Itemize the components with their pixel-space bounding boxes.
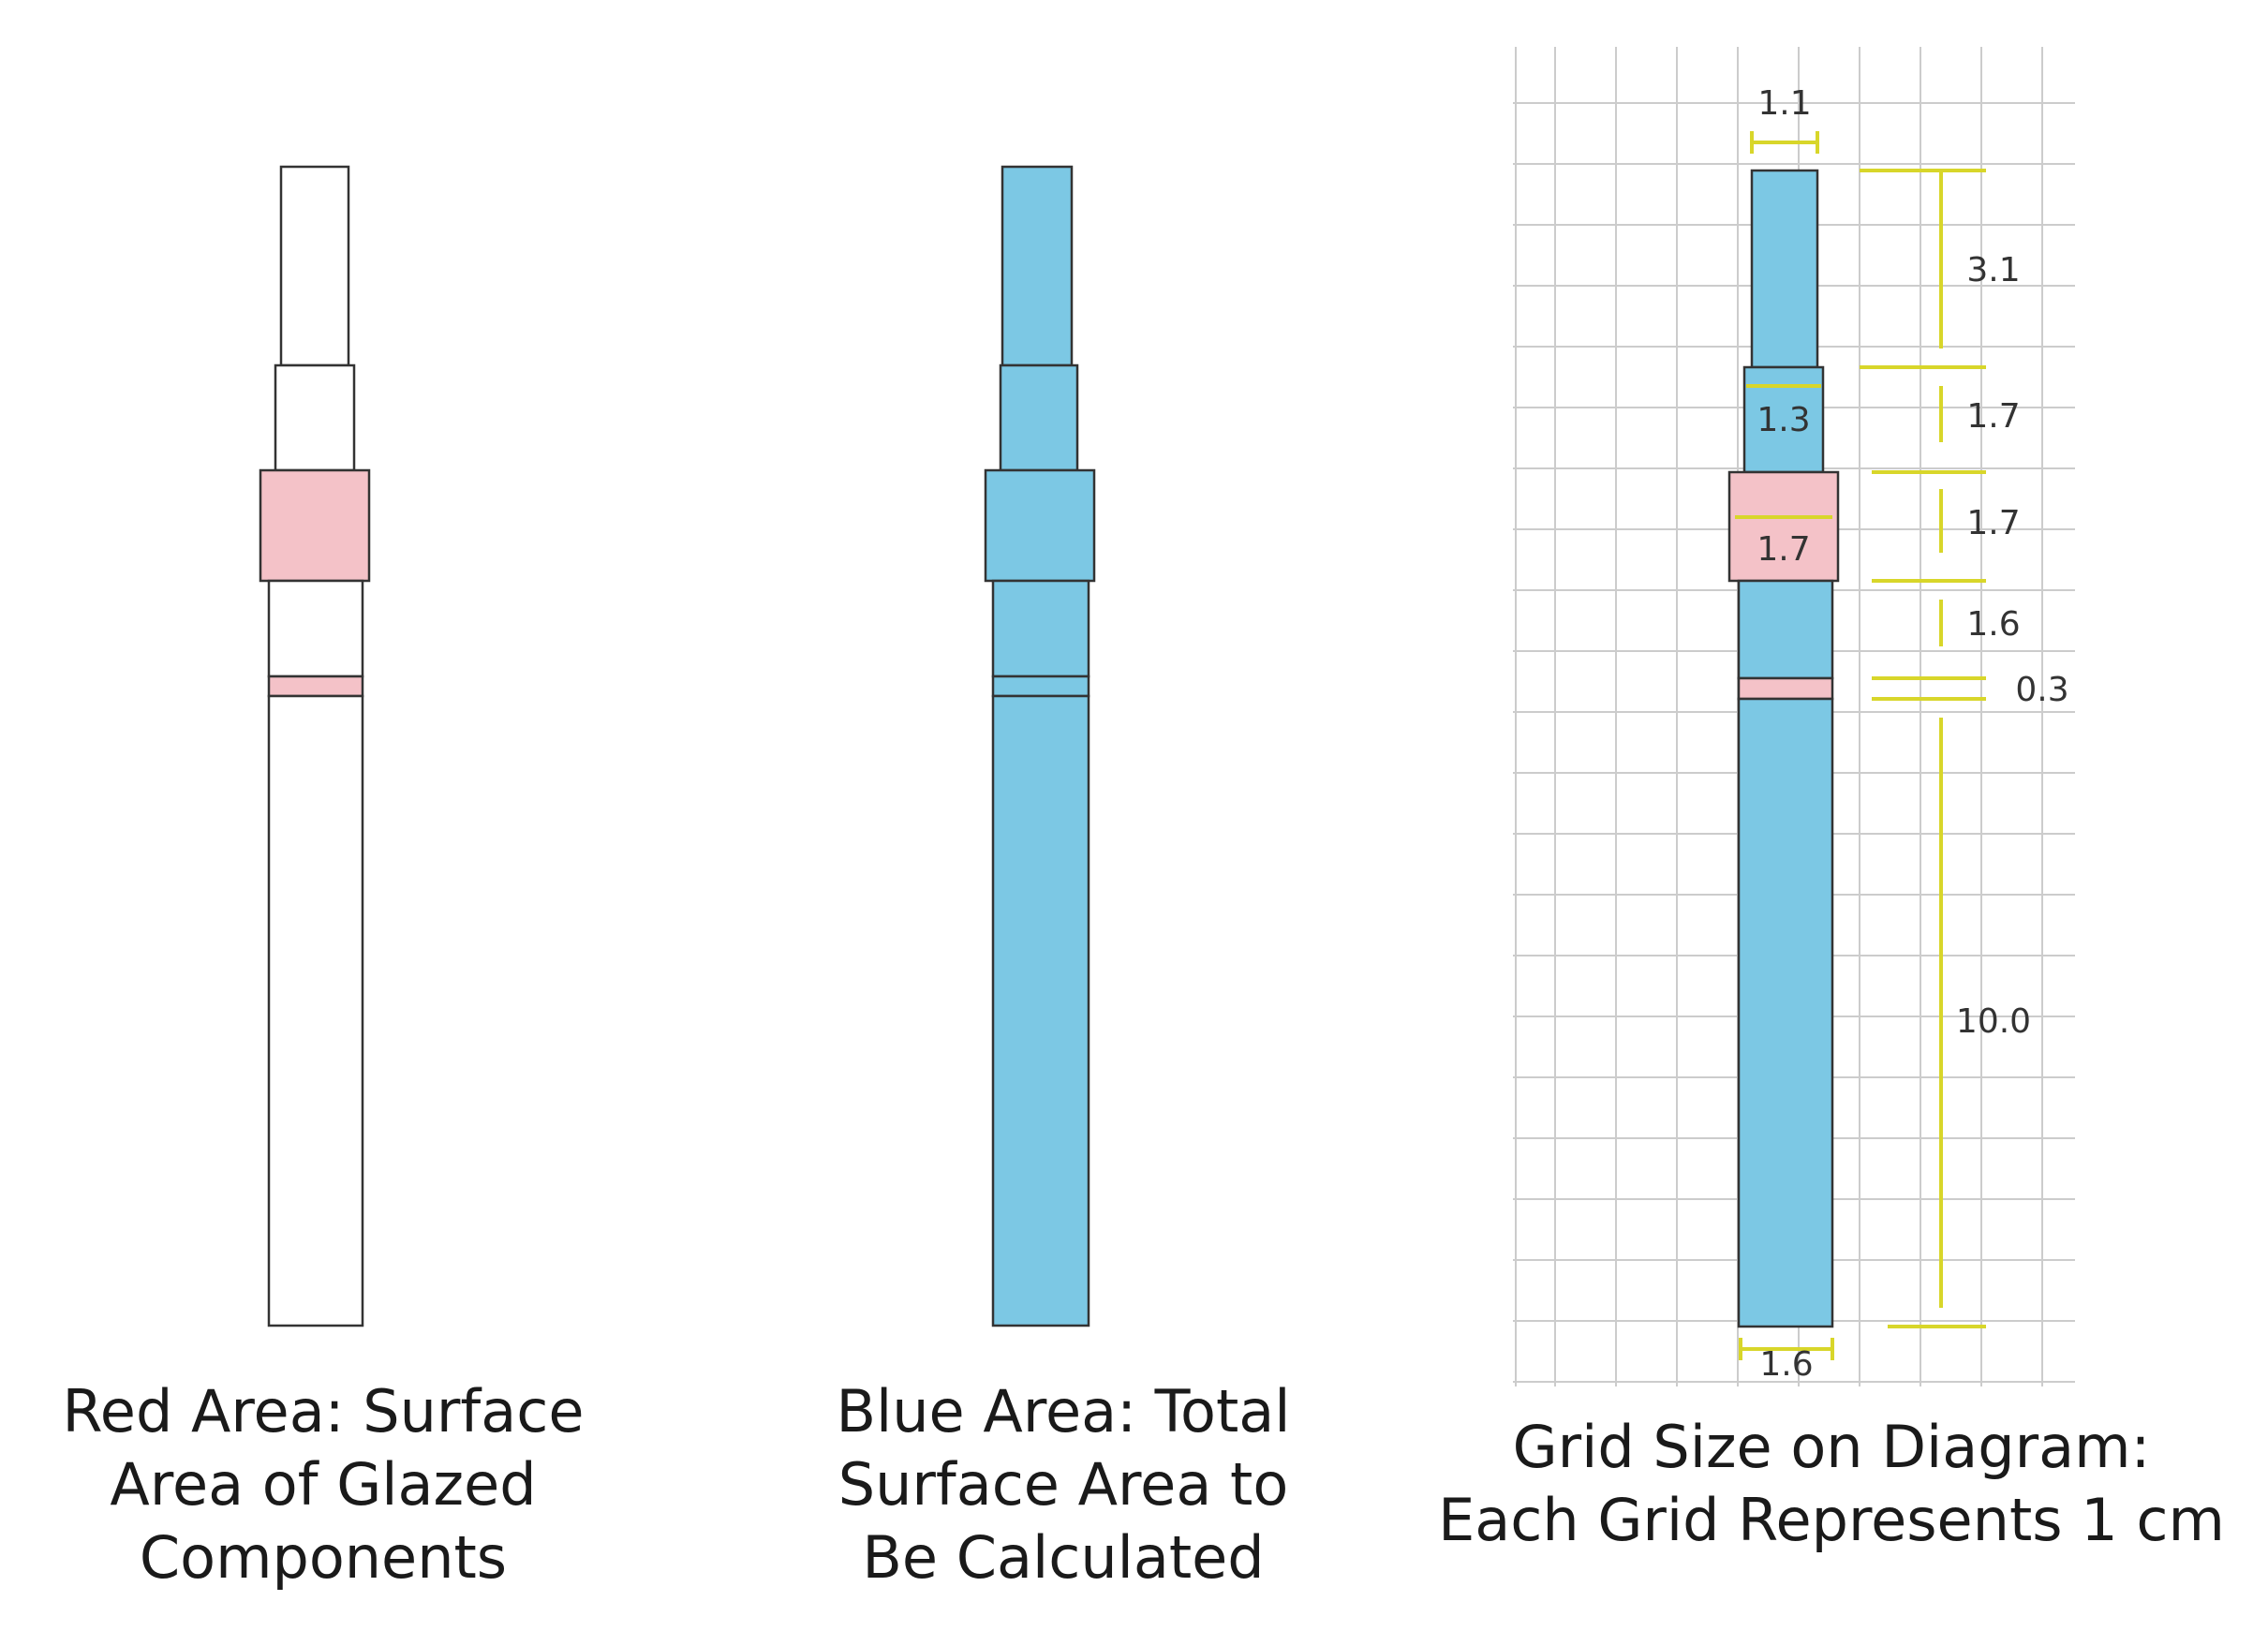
caption-red-area-line-2: Area of Glazed <box>110 1450 537 1519</box>
dim-width-section-3: 1.7 <box>1757 530 1810 569</box>
dim-height-bottom: 10.0 <box>1956 1002 2031 1041</box>
middle-pen-figure <box>984 165 1096 1327</box>
dim-height-band: 0.3 <box>2015 671 2068 709</box>
right-pen-section-4 <box>1737 579 1834 680</box>
left-pen-body <box>267 694 364 1327</box>
dim-height-2: 1.7 <box>1966 397 2020 436</box>
caption-blue-area-line-2: Surface Area to <box>838 1450 1289 1519</box>
right-pen-tip-section <box>1750 169 1819 369</box>
dimension-labels: 1.1 1.3 1.7 1.6 3.1 1.7 1.7 1.6 0.3 10.0 <box>1757 84 2068 1384</box>
dim-top-width: 1.1 <box>1757 84 1811 123</box>
left-pen-tip-section <box>279 165 350 367</box>
middle-pen-section-2 <box>999 363 1079 472</box>
left-pen-figure <box>259 165 371 1327</box>
caption-blue-area-line-3: Be Calculated <box>862 1523 1265 1592</box>
dim-width-section-2: 1.3 <box>1757 401 1810 439</box>
right-pen-figure <box>1727 169 1840 1328</box>
right-pen-glazed-band <box>1737 676 1834 701</box>
dim-height-4: 1.6 <box>1966 605 2020 644</box>
middle-pen-body <box>991 694 1090 1327</box>
middle-pen-tip-section <box>1001 165 1074 367</box>
caption-red-area-line-1: Red Area: Surface <box>62 1377 585 1446</box>
caption-grid-size-line-1: Grid Size on Diagram: <box>1512 1413 2151 1481</box>
middle-pen-band <box>991 675 1090 698</box>
caption-grid-size: Grid Size on Diagram: Each Grid Represen… <box>1405 1411 2258 1557</box>
dim-bottom-width: 1.6 <box>1759 1345 1813 1384</box>
left-pen-glazed-collar <box>259 468 371 583</box>
middle-pen-collar <box>984 468 1096 583</box>
caption-red-area-line-3: Components <box>139 1523 508 1592</box>
caption-blue-area: Blue Area: Total Surface Area to Be Calc… <box>768 1375 1358 1594</box>
right-pen-body <box>1737 697 1834 1328</box>
dim-height-3: 1.7 <box>1966 504 2020 542</box>
caption-grid-size-line-2: Each Grid Represents 1 cm <box>1438 1486 2225 1554</box>
middle-pen-section-4 <box>991 579 1090 678</box>
right-pen-glazed-collar <box>1727 470 1840 583</box>
left-pen-glazed-band <box>267 675 364 698</box>
caption-red-area: Red Area: Surface Area of Glazed Compone… <box>19 1375 628 1594</box>
dim-height-top: 3.1 <box>1966 251 2020 289</box>
left-pen-section-2 <box>274 363 356 472</box>
left-pen-section-4 <box>267 579 364 678</box>
caption-blue-area-line-1: Blue Area: Total <box>836 1377 1291 1446</box>
dimension-lines <box>1735 131 1986 1360</box>
